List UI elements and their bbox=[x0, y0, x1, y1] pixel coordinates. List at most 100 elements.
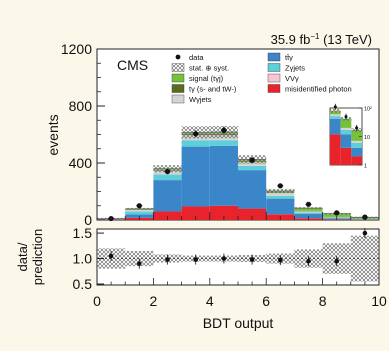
bar-zg bbox=[294, 212, 323, 215]
x-tick-label: 8 bbox=[319, 293, 327, 309]
legend-tg_stw-label: tγ (s- and tW-) bbox=[189, 85, 237, 94]
bar-zg bbox=[125, 211, 154, 215]
inset-bar-misid bbox=[351, 156, 362, 165]
bar-ttg bbox=[266, 198, 295, 215]
inset-data-point bbox=[333, 105, 337, 109]
inset-bar-signal bbox=[340, 118, 352, 128]
cms-label: CMS bbox=[117, 57, 148, 73]
ratio-axes: 0.5 1.0 1.5 bbox=[73, 225, 380, 292]
legend-ttg-label: tt̄γ bbox=[285, 53, 293, 62]
inset-bar-ttg bbox=[351, 147, 362, 157]
data-point bbox=[221, 127, 227, 133]
uncertainty-box bbox=[294, 207, 323, 209]
y-tick-label: 1200 bbox=[61, 41, 92, 57]
data-point bbox=[334, 210, 340, 216]
legend-unc-label: stat. ⊕ syst. bbox=[189, 64, 229, 73]
inset-data-point bbox=[355, 126, 359, 130]
ratio-point bbox=[221, 256, 227, 261]
bar-zg bbox=[153, 174, 182, 181]
uncertainty-box bbox=[153, 165, 182, 173]
inset-y-tick-label: 10 bbox=[364, 135, 370, 141]
legend-misid-label: misidentified photon bbox=[285, 85, 352, 94]
bar-misid bbox=[209, 205, 238, 220]
inset-bar-misid bbox=[340, 147, 352, 165]
bar-ttg bbox=[153, 180, 182, 212]
inset-bar-signal bbox=[351, 129, 362, 141]
inset-bar-wg bbox=[351, 140, 362, 143]
ratio-point bbox=[165, 257, 170, 262]
lumi-label: 35.9 fb−1 (13 TeV) bbox=[271, 32, 372, 47]
x-tick-label: 2 bbox=[150, 293, 158, 309]
main-axes: 0 400 800 1200 bbox=[61, 41, 380, 228]
ratio-points bbox=[108, 228, 368, 269]
legend-signal-swatch bbox=[171, 73, 185, 83]
ratio-point bbox=[137, 261, 142, 266]
data-point bbox=[193, 131, 199, 137]
ratio-point bbox=[249, 257, 255, 262]
ratio-y-tick-label: 1.5 bbox=[73, 225, 93, 241]
legend-signal-label: signal (tγj) bbox=[189, 74, 224, 83]
ratio-band-bin bbox=[125, 250, 154, 267]
inset-data-point bbox=[344, 115, 348, 119]
bar-wg bbox=[294, 211, 323, 213]
data-point bbox=[249, 157, 255, 163]
x-axis-label: BDT output bbox=[203, 315, 274, 331]
x-tick-label: 0 bbox=[93, 293, 101, 309]
ratio-point bbox=[306, 258, 311, 264]
x-tick-label: 10 bbox=[371, 293, 387, 309]
bar-wg bbox=[266, 193, 295, 196]
data-points bbox=[108, 126, 368, 222]
ratio-point bbox=[278, 257, 283, 263]
bar-wg bbox=[238, 162, 267, 166]
inset-log-plot: 10² 10 1 bbox=[329, 103, 372, 170]
inset-bar-wg bbox=[330, 114, 341, 117]
ratio-point bbox=[334, 258, 340, 264]
inset-uncertainty bbox=[330, 109, 341, 113]
bar-ttg bbox=[181, 146, 210, 207]
y-tick-label: 800 bbox=[69, 98, 93, 114]
legend-unc-swatch bbox=[171, 63, 185, 72]
bar-ttg bbox=[238, 170, 267, 209]
inset-bar-wg bbox=[340, 127, 352, 130]
inset-bar-zg bbox=[340, 129, 352, 135]
y-axis-label: events bbox=[45, 114, 61, 155]
uncertainty-box bbox=[266, 188, 295, 193]
legend-wg-swatch bbox=[171, 94, 185, 104]
ratio-point bbox=[193, 257, 198, 262]
legend-vvg-swatch bbox=[267, 73, 281, 83]
legend: data tt̄γ stat. ⊕ syst. Zγjets signal (tγj) V… bbox=[171, 52, 352, 104]
inset-y-tick-label: 10² bbox=[364, 107, 372, 113]
inset-y-tick-label: 1 bbox=[364, 164, 367, 170]
data-point bbox=[277, 183, 283, 189]
bar-zg bbox=[238, 165, 267, 171]
ratio-point bbox=[362, 230, 368, 236]
legend-zg-label: Zγjets bbox=[285, 64, 305, 73]
ratio-y-tick-label: 1.0 bbox=[73, 251, 93, 267]
legend-data-label: data bbox=[189, 53, 204, 62]
x-tick-labels: 0 2 4 6 8 10 bbox=[93, 293, 387, 309]
uncertainty-box bbox=[125, 207, 154, 210]
data-point bbox=[305, 201, 312, 207]
legend-data-marker bbox=[175, 54, 181, 60]
bar-ttg bbox=[209, 145, 238, 206]
y-tick-label: 0 bbox=[84, 212, 92, 228]
bar-zg bbox=[266, 195, 295, 199]
inset-bar-zg bbox=[330, 116, 341, 119]
legend-zg-swatch bbox=[267, 63, 281, 72]
data-point bbox=[164, 168, 171, 175]
main-histogram-panel: 0 400 800 1200 CMS data tt̄γ stat. ⊕ syst. Zγj… bbox=[61, 41, 380, 228]
inset-bar-ttg bbox=[330, 118, 341, 135]
legend-misid-swatch bbox=[267, 84, 281, 93]
ratio-point bbox=[108, 253, 114, 259]
bar-zg bbox=[181, 140, 210, 147]
legend-wg-label: Wγjets bbox=[189, 95, 212, 104]
legend-vvg-label: VVγ bbox=[285, 74, 299, 83]
bar-misid bbox=[153, 211, 182, 220]
y-tick-label: 400 bbox=[69, 155, 93, 171]
bar-misid bbox=[181, 206, 210, 220]
legend-ttg-swatch bbox=[267, 52, 281, 62]
legend-tg_stw-swatch bbox=[171, 84, 185, 93]
bar-misid bbox=[238, 208, 267, 220]
bar-wg bbox=[125, 209, 154, 212]
bar-zg bbox=[209, 140, 238, 146]
